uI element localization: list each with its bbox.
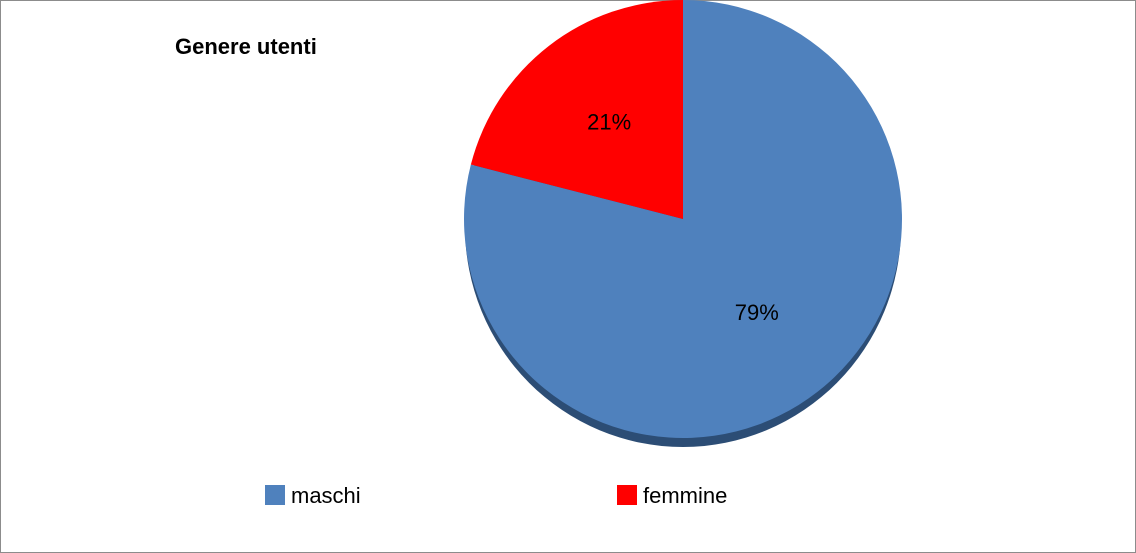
- pie-slice: [470, 0, 683, 219]
- legend-swatch: [617, 485, 637, 505]
- data-label: 79%: [735, 300, 779, 325]
- chart-title: Genere utenti: [175, 34, 317, 59]
- legend-label: maschi: [291, 483, 361, 508]
- pie-slice: [464, 0, 902, 438]
- legend-label: femmine: [643, 483, 727, 508]
- legend-swatch: [265, 485, 285, 505]
- data-label: 21%: [587, 110, 631, 135]
